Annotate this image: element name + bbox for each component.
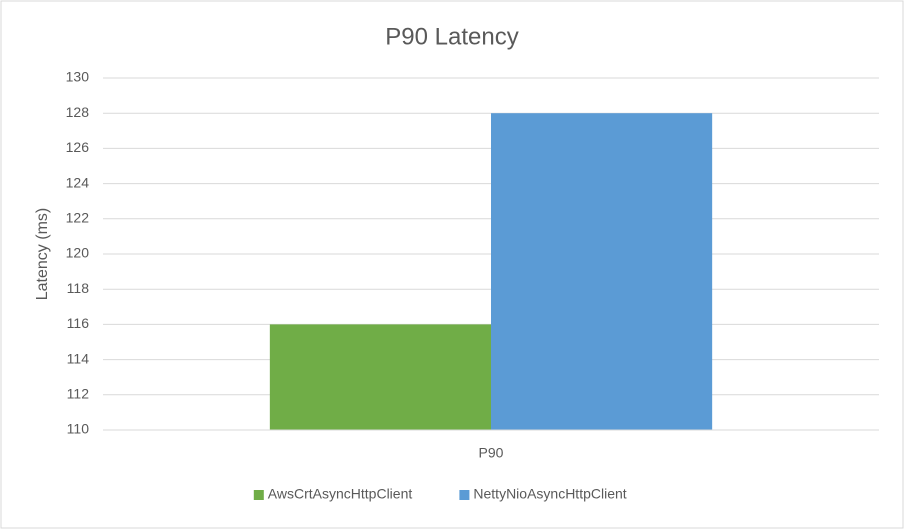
x-tick-label: P90 bbox=[479, 445, 504, 461]
legend-swatch bbox=[459, 490, 470, 500]
y-axis-label: Latency (ms) bbox=[34, 208, 51, 300]
y-tick-label: 118 bbox=[67, 280, 90, 296]
y-tick-label: 114 bbox=[67, 350, 90, 366]
y-tick-label: 116 bbox=[67, 315, 90, 331]
y-tick-label: 122 bbox=[66, 210, 90, 226]
legend-swatch bbox=[253, 490, 264, 500]
y-tick-label: 130 bbox=[66, 69, 90, 85]
y-tick-label: 120 bbox=[66, 245, 90, 261]
y-tick-label: 128 bbox=[66, 104, 90, 120]
chart-title: P90 Latency bbox=[385, 23, 518, 50]
legend-label: NettyNioAsyncHttpClient bbox=[473, 486, 626, 502]
bar bbox=[269, 324, 491, 430]
y-tick-label: 126 bbox=[66, 139, 90, 155]
y-tick-label: 110 bbox=[67, 421, 90, 437]
y-tick-label: 124 bbox=[66, 174, 90, 190]
legend-label: AwsCrtAsyncHttpClient bbox=[268, 486, 413, 502]
bar bbox=[491, 113, 713, 430]
y-tick-label: 112 bbox=[67, 386, 90, 402]
